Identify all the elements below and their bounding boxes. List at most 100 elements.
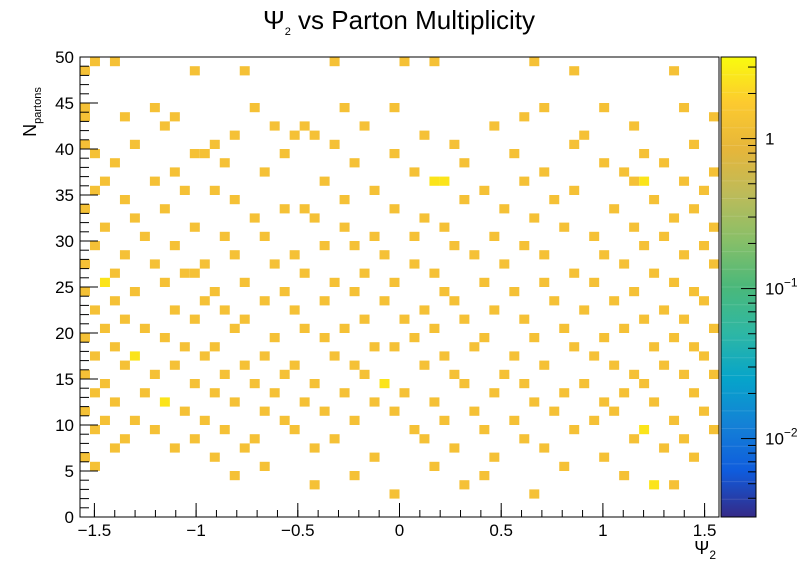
heatmap-cell [129,287,140,297]
heatmap-cell [649,268,660,278]
heatmap-cell [389,277,400,287]
heatmap-cell [339,388,350,398]
heatmap-cell [629,434,640,444]
heatmap-cell [209,287,220,297]
heatmap-cell [209,139,220,149]
heatmap-cell [599,333,610,343]
heatmap-cell [89,305,100,315]
heatmap-cell [299,397,310,407]
heatmap-cell [489,305,500,315]
heatmap-cell [80,103,90,113]
x-tick-label: −0.5 [281,521,315,540]
heatmap-cell [89,241,100,251]
heatmap-cell [679,250,690,260]
heatmap-cell [279,369,290,379]
heatmap-cell [109,342,120,352]
heatmap-cell [619,259,630,269]
heatmap-cell [499,259,510,269]
colorbar-tick-label: 10−2 [765,426,798,449]
heatmap-cell [179,406,190,416]
y-tick-label: 0 [65,508,74,527]
heatmap-cell [80,139,90,149]
heatmap-cell [489,231,500,241]
heatmap-cell [439,351,450,361]
heatmap-cell [219,231,230,241]
heatmap-cell [669,66,680,76]
heatmap-cell [319,176,330,186]
y-tick-label: 45 [55,94,74,113]
heatmap-cell [299,121,310,131]
heatmap-cell [619,388,630,398]
heatmap-cell [369,231,380,241]
heatmap-cell [349,287,360,297]
heatmap-cell [459,158,470,168]
heatmap-cell [289,305,300,315]
heatmap-cell [249,434,260,444]
heatmap-cell [119,250,130,260]
heatmap-cell [469,250,480,260]
heatmap-cell [699,296,710,306]
heatmap-cell [339,323,350,333]
heatmap-cell [359,268,370,278]
heatmap-cell [679,369,690,379]
heatmap-cell [479,185,490,195]
heatmap-cell [389,489,400,499]
heatmap-cell [479,425,490,435]
heatmap-cell [89,57,100,67]
heatmap-cell [569,139,580,149]
heatmap-cell [299,204,310,214]
heatmap-cell [449,369,460,379]
heatmap-cell [669,333,680,343]
heatmap-cell [239,360,250,370]
heatmap-cell [159,333,170,343]
heatmap-cell [539,360,550,370]
heatmap-cell [289,425,300,435]
heatmap-cell [619,323,630,333]
heatmap-cell [679,176,690,186]
heatmap-cell [119,360,130,370]
heatmap-cell [529,397,540,407]
heatmap-cell [329,351,340,361]
heatmap-cell [429,397,440,407]
heatmap-cell [509,351,520,361]
heatmap-cell [699,241,710,251]
heatmap-cell [249,213,260,223]
heatmap-cell [129,415,140,425]
heatmap-cell [459,195,470,205]
heatmap-cell [409,425,420,435]
heatmap-cell [349,241,360,251]
heatmap-cell [399,388,410,398]
heatmap-cell [199,415,210,425]
heatmap-cell [389,342,400,352]
heatmap-cell [249,379,260,389]
heatmap-cell [109,397,120,407]
y-tick-label: 40 [55,140,74,159]
heatmap-cell [289,360,300,370]
heatmap-cell [229,130,240,140]
heatmap-cell [229,397,240,407]
heatmap-cell [659,360,670,370]
heatmap-cell [439,287,450,297]
heatmap-cell [429,461,440,471]
heatmap-cell [709,222,719,232]
heatmap-cell [549,296,560,306]
heatmap-cell [569,66,580,76]
heatmap-cell [639,379,650,389]
y-axis-label: Npartons [20,87,44,137]
heatmap-cell [649,195,660,205]
heatmap-cell [519,176,530,186]
heatmap-cell [289,250,300,260]
x-tick-label: 1 [598,521,607,540]
heatmap-cell [519,434,530,444]
heatmap-cell [429,268,440,278]
heatmap-cell [639,425,650,435]
heatmap-cell [179,185,190,195]
heatmap-cell [80,259,90,269]
heatmap-cell [539,250,550,260]
heatmap-cell [99,222,110,232]
heatmap-cell [169,360,180,370]
heatmap-cell [629,369,640,379]
heatmap-cell [609,406,620,416]
heatmap-cell [699,406,710,416]
heatmap-cell [89,149,100,159]
